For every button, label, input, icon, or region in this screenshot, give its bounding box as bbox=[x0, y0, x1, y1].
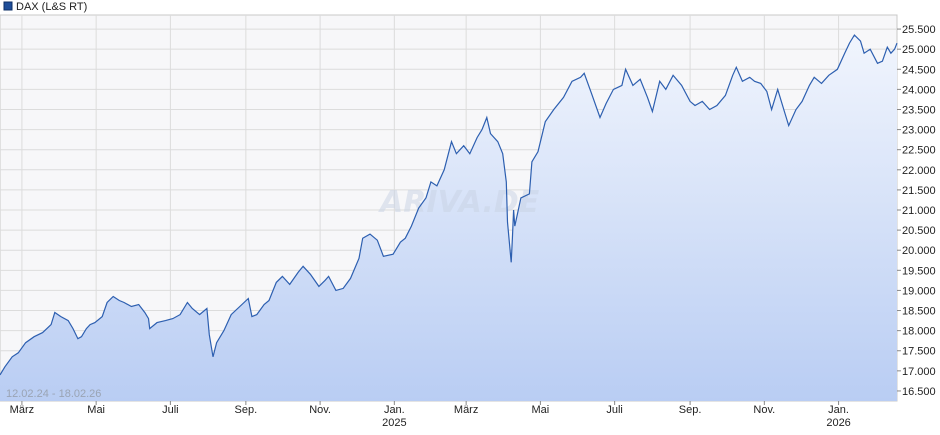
x-tick-label: Mai bbox=[532, 404, 550, 416]
y-tick-label: 19.500 bbox=[902, 265, 936, 277]
area-fill bbox=[0, 35, 897, 401]
y-tick-label: 24.500 bbox=[902, 64, 936, 76]
x-tick-year-label: 2025 bbox=[382, 417, 406, 429]
y-tick-label: 22.500 bbox=[902, 145, 936, 157]
x-tick-label: Sep. bbox=[679, 404, 702, 416]
y-tick-label: 21.000 bbox=[902, 205, 936, 217]
y-axis-ticks: 16.500 17.000 17.500 18.000 18.500 19.000 19.5… bbox=[897, 24, 936, 398]
y-tick-label: 22.000 bbox=[902, 165, 936, 177]
y-tick-label: 21.500 bbox=[902, 185, 936, 197]
legend-swatch bbox=[3, 1, 13, 11]
y-tick-label: 24.000 bbox=[902, 84, 936, 96]
x-tick-label: Nov. bbox=[309, 404, 331, 416]
x-tick-label: Juli bbox=[606, 404, 623, 416]
x-tick-label: Sep. bbox=[235, 404, 258, 416]
y-tick-label: 19.000 bbox=[902, 285, 936, 297]
y-tick-label: 20.500 bbox=[902, 225, 936, 237]
watermark: ARIVA.DE bbox=[378, 185, 540, 220]
x-tick-label: Juli bbox=[162, 404, 179, 416]
y-tick-label: 23.500 bbox=[902, 104, 936, 116]
y-tick-label: 23.000 bbox=[902, 125, 936, 137]
y-tick-label: 25.500 bbox=[902, 24, 936, 36]
x-tick-label: März bbox=[454, 404, 478, 416]
y-tick-label: 20.000 bbox=[902, 245, 936, 257]
y-tick-label: 16.500 bbox=[902, 386, 936, 398]
y-tick-label: 18.500 bbox=[902, 306, 936, 318]
x-tick-year-label: 2026 bbox=[826, 417, 850, 429]
x-tick-label: März bbox=[10, 404, 34, 416]
y-tick-label: 17.000 bbox=[902, 366, 936, 378]
x-tick-label: Mai bbox=[87, 404, 105, 416]
date-range-label: 12.02.24 - 18.02.26 bbox=[6, 388, 101, 400]
legend: DAX (L&S RT) bbox=[3, 1, 87, 13]
x-tick-label: Jan. bbox=[828, 404, 849, 416]
legend-label: DAX (L&S RT) bbox=[16, 1, 87, 13]
y-tick-label: 25.000 bbox=[902, 44, 936, 56]
x-tick-label: Jan. bbox=[384, 404, 405, 416]
y-tick-label: 17.500 bbox=[902, 346, 936, 358]
x-tick-label: Nov. bbox=[753, 404, 775, 416]
y-tick-label: 18.000 bbox=[902, 326, 936, 338]
series-line-dax bbox=[0, 34, 898, 376]
